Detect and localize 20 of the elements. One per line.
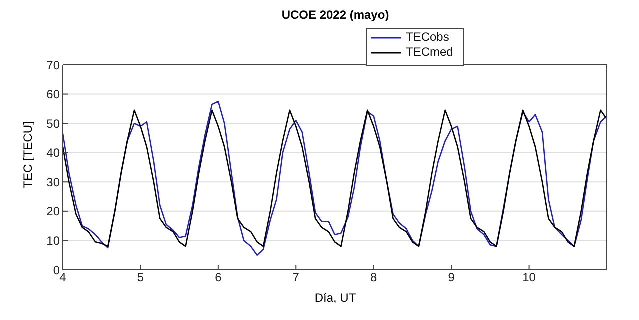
x-tick-label: 9: [448, 270, 456, 285]
y-tick-label: 10: [46, 234, 60, 248]
x-axis-title: Día, UT: [314, 291, 358, 305]
x-tick-label: 4: [60, 270, 67, 285]
y-tick-label: 0: [53, 263, 60, 278]
x-tick-label: 7: [292, 270, 300, 285]
y-tick-label: 40: [46, 146, 60, 160]
y-tick-label: 70: [46, 58, 60, 72]
y-tick-label: 20: [46, 204, 60, 219]
y-tick-label: 30: [46, 175, 60, 190]
y-tick-label: 50: [46, 116, 60, 131]
legend-label: TECobs: [406, 30, 450, 45]
x-tick-label: 10: [522, 270, 536, 285]
y-axis-title: TEC [TECU]: [21, 120, 35, 190]
x-tick-label: 5: [137, 270, 144, 285]
x-tick-label: 6: [215, 270, 222, 285]
y-tick-label: 60: [46, 88, 60, 102]
chart-title: UCOE 2022 (mayo): [280, 8, 390, 22]
legend-label: TECmed: [406, 45, 454, 60]
x-tick-label: 8: [370, 270, 378, 285]
